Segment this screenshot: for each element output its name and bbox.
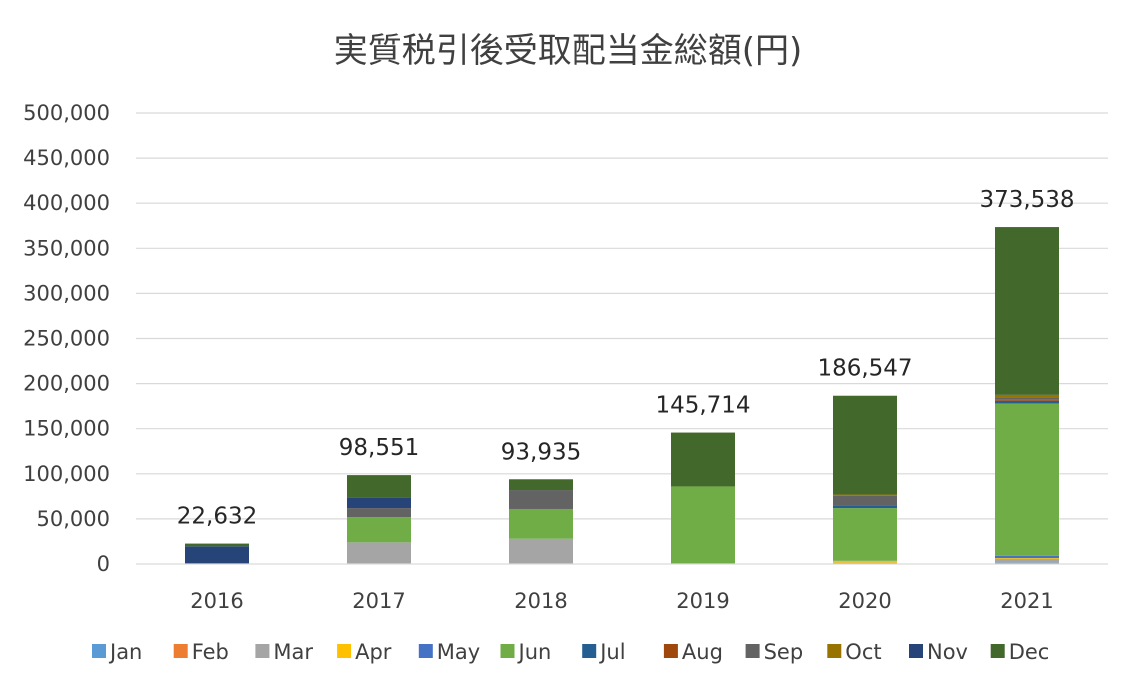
legend-swatch-nov (909, 644, 923, 658)
bar-segment-dec (671, 432, 735, 487)
legend-swatch-dec (990, 644, 1005, 658)
bar-segment-apr (995, 558, 1059, 560)
total-label: 145,714 (655, 393, 750, 419)
y-tick-label: 200,000 (23, 372, 110, 396)
total-label: 186,547 (817, 356, 912, 382)
legend-swatch-may (418, 644, 433, 658)
bar-segment-jul (833, 505, 897, 509)
y-tick-label: 500,000 (23, 101, 110, 125)
bar-segment-mar (509, 538, 573, 564)
bar-segment-oct (833, 494, 897, 496)
legend-swatch-sep (745, 644, 760, 658)
bar-segment-mar (995, 559, 1059, 563)
bar-segment-dec (347, 475, 411, 498)
legend-swatch-jul (582, 644, 597, 658)
y-tick-label: 250,000 (23, 327, 110, 351)
legend-swatch-feb (173, 644, 188, 658)
bar-segment-apr (833, 560, 897, 563)
legend: Jan Feb Mar Apr May Jun Jul Aug Sep Oct Nov Dec (92, 640, 1049, 664)
total-labels: 22,632 98,551 93,935 145,714 186,547 373,538 (177, 187, 1075, 530)
legend-swatch-jan (92, 644, 106, 658)
y-tick-label: 300,000 (23, 281, 110, 305)
bar-segment-sep (347, 508, 411, 518)
gridlines (136, 112, 1108, 520)
bar-segment-jun (509, 508, 573, 539)
y-tick-label: 150,000 (23, 417, 110, 441)
legend-swatch-apr (337, 644, 352, 658)
bar-segment-jun (833, 508, 897, 561)
bar-segment-mar (833, 562, 897, 564)
legend-label-mar: Mar (273, 640, 313, 664)
bar-segment-jun (671, 486, 735, 564)
bar-segment-jul (995, 400, 1059, 404)
chart-title: 実質税引後受取配当金総額(円) (334, 31, 803, 71)
bar-segment-sep (995, 397, 1059, 400)
y-axis: 0 50,000 100,000 150,000 200,000 250,000 300,0… (23, 101, 110, 576)
legend-label-sep: Sep (764, 640, 804, 664)
x-tick-label: 2019 (676, 589, 729, 613)
y-tick-label: 50,000 (37, 507, 110, 531)
total-label: 98,551 (339, 435, 419, 461)
bar-segment-may (995, 555, 1059, 559)
legend-label-jul: Jul (598, 640, 625, 664)
bar-segment-jan (995, 562, 1059, 564)
legend-label-dec: Dec (1009, 640, 1050, 664)
legend-label-oct: Oct (845, 640, 881, 664)
total-label: 22,632 (177, 504, 257, 530)
y-tick-label: 100,000 (23, 462, 110, 486)
total-label: 373,538 (979, 187, 1074, 213)
legend-label-feb: Feb (192, 640, 229, 664)
bar-segment-aug (995, 399, 1059, 401)
bar-segment-oct (995, 394, 1059, 398)
legend-label-apr: Apr (355, 640, 392, 664)
legend-label-jun: Jun (517, 640, 552, 664)
legend-swatch-aug (663, 644, 678, 658)
bar-segment-mar (347, 542, 411, 564)
bar-segment-sep (509, 490, 573, 509)
y-tick-label: 350,000 (23, 236, 110, 260)
x-axis: 2016 2017 2018 2019 2020 2021 (136, 563, 1108, 613)
bar-segment-jun (995, 403, 1059, 556)
y-tick-label: 400,000 (23, 191, 110, 215)
legend-swatch-oct (827, 644, 842, 658)
bar-segment-jun (347, 517, 411, 543)
legend-swatch-mar (255, 644, 270, 658)
bar-segment-nov (185, 546, 249, 564)
x-tick-label: 2018 (514, 589, 567, 613)
y-tick-label: 450,000 (23, 146, 110, 170)
legend-label-aug: Aug (682, 640, 723, 664)
bars (185, 227, 1059, 564)
x-tick-label: 2020 (838, 589, 891, 613)
x-tick-label: 2017 (352, 589, 405, 613)
bar-segment-dec (995, 227, 1059, 395)
bar-segment-dec (833, 395, 897, 495)
legend-label-jan: Jan (108, 640, 142, 664)
legend-swatch-jun (500, 644, 515, 658)
legend-label-nov: Nov (927, 640, 968, 664)
bar-segment-sep (833, 495, 897, 506)
y-tick-label: 0 (97, 552, 110, 576)
x-tick-label: 2021 (1000, 589, 1053, 613)
total-label: 93,935 (501, 439, 581, 465)
x-tick-label: 2016 (190, 589, 243, 613)
bar-segment-dec (185, 543, 249, 547)
bar-segment-dec (509, 479, 573, 491)
bar-segment-nov (347, 497, 411, 509)
legend-label-may: May (437, 640, 480, 664)
